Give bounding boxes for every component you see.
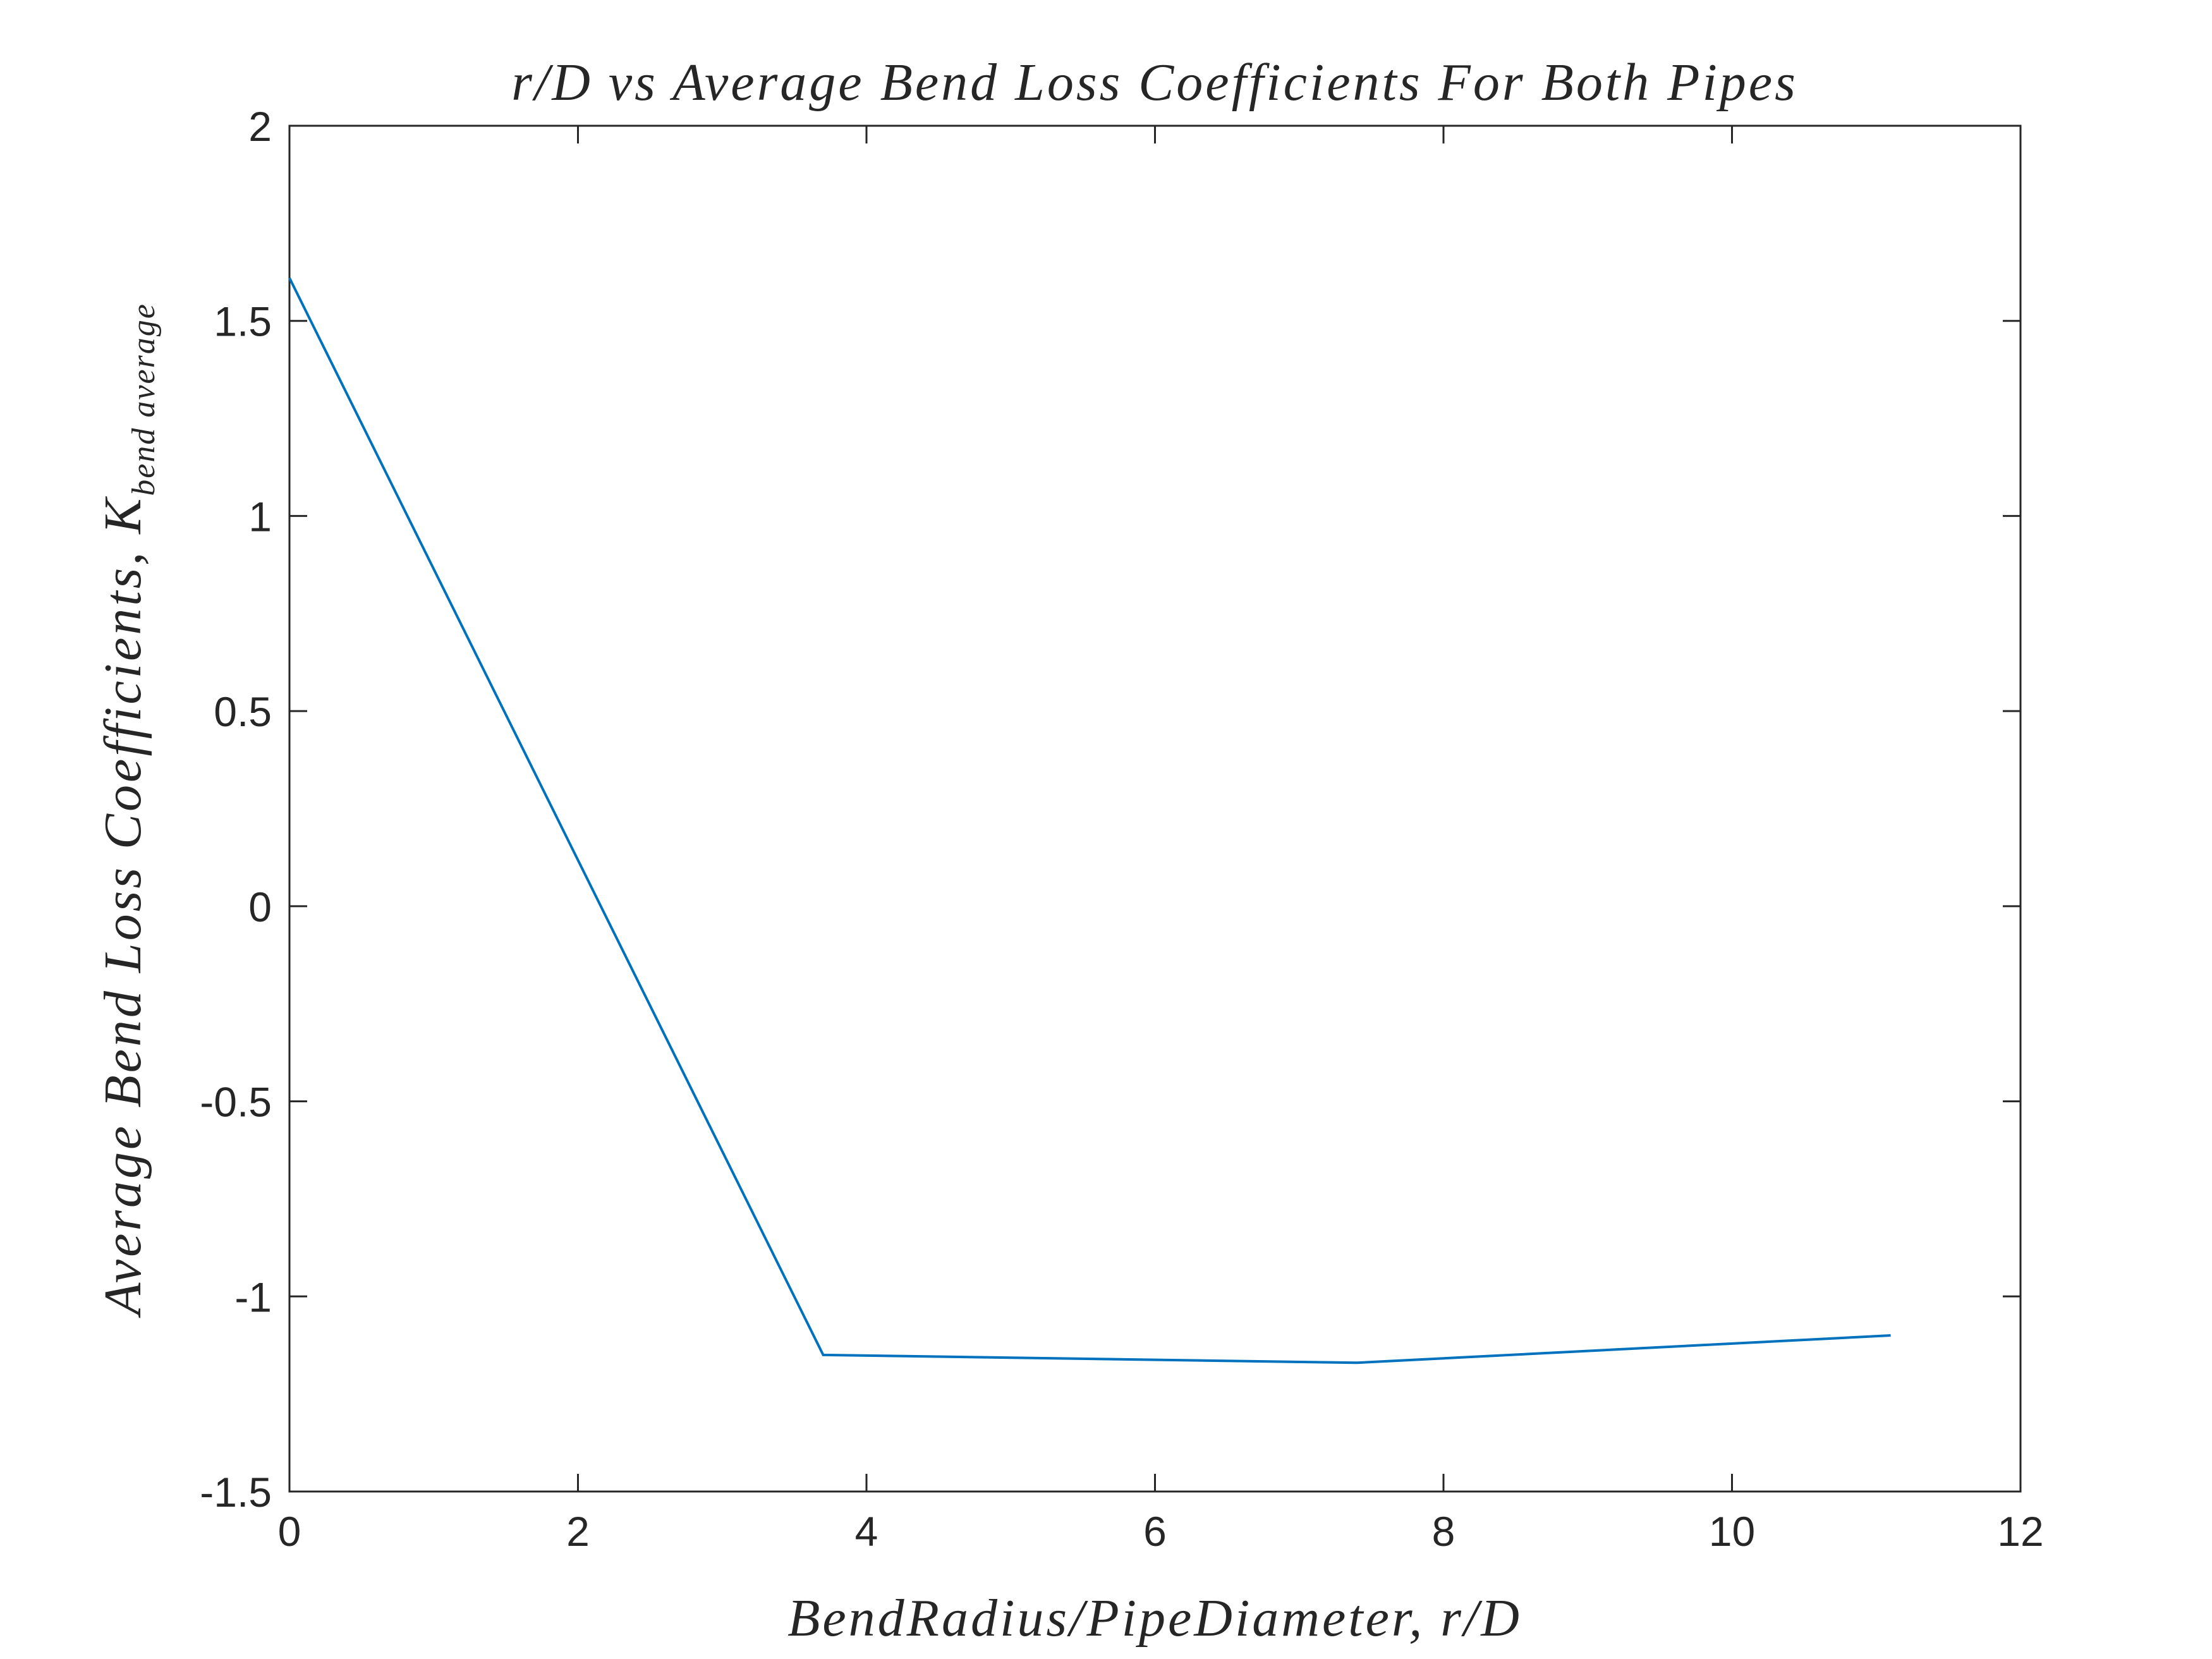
series-line bbox=[288, 277, 1891, 1364]
axis-ticks bbox=[288, 125, 2022, 1493]
x-tick-label: 10 bbox=[1709, 1508, 1755, 1555]
y-axis-label-subscript: bend average bbox=[126, 303, 162, 496]
x-tick-label: 0 bbox=[278, 1508, 301, 1555]
x-tick-label: 4 bbox=[855, 1508, 878, 1555]
x-tick-label: 12 bbox=[1997, 1508, 2043, 1555]
x-axis-label: BendRadius/PipeDiameter, r/D bbox=[787, 1589, 1522, 1648]
y-tick-label: 0.5 bbox=[214, 688, 272, 735]
x-tick-labels: 0 2 4 6 8 10 12 bbox=[278, 1508, 2044, 1555]
y-tick-label: -0.5 bbox=[200, 1079, 272, 1126]
y-tick-label: 1.5 bbox=[214, 298, 272, 345]
y-axis-label-main: Average Bend Loss Coefficients, K bbox=[94, 496, 152, 1318]
x-tick-label: 2 bbox=[566, 1508, 590, 1555]
y-tick-label: -1 bbox=[234, 1273, 272, 1320]
x-tick-label: 6 bbox=[1143, 1508, 1167, 1555]
chart-title: r/D vs Average Bend Loss Coefficients Fo… bbox=[511, 53, 1798, 112]
y-tick-label: 2 bbox=[248, 103, 272, 150]
x-tick-label: 8 bbox=[1432, 1508, 1455, 1555]
y-tick-label: 1 bbox=[248, 493, 272, 540]
y-axis-label: Average Bend Loss Coefficients, Kbend av… bbox=[94, 303, 162, 1318]
plot-area bbox=[288, 125, 2022, 1493]
y-tick-labels: -1.5 -1 -0.5 0 0.5 1 1.5 2 bbox=[200, 103, 272, 1516]
y-tick-label: 0 bbox=[248, 884, 272, 930]
y-tick-label: -1.5 bbox=[200, 1469, 272, 1516]
data-series bbox=[288, 277, 1891, 1364]
